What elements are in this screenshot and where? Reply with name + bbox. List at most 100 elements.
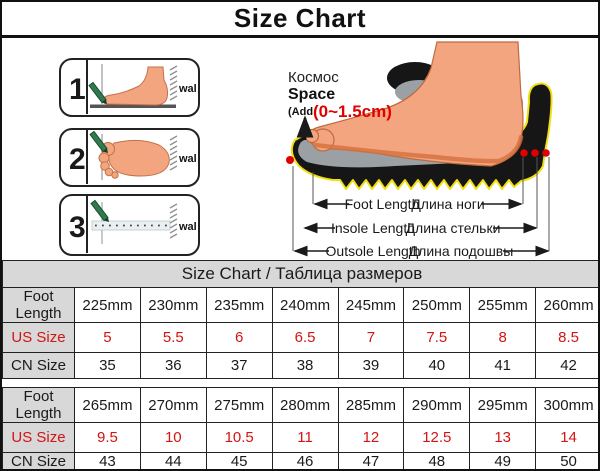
size-cell: 235mm: [205, 287, 273, 323]
size-cell: 6.5: [271, 322, 339, 353]
insole-length-label-ru: Длина стельки: [406, 220, 501, 236]
size-cell: 5.5: [139, 322, 207, 353]
size-cell: 285mm: [337, 387, 405, 423]
size-cell: 41: [469, 352, 537, 379]
size-cell: 10.5: [205, 422, 273, 453]
size-cell: 8: [469, 322, 537, 353]
wall-hatch: [169, 65, 178, 101]
outsole-length-label-ru: Длина подошвы: [409, 243, 514, 259]
space-value: (0~1.5cm): [313, 102, 392, 121]
size-cell: 14: [535, 422, 598, 453]
wall-label: wall: [178, 83, 197, 95]
size-cell: 11: [271, 422, 339, 453]
size-cell: 295mm: [469, 387, 537, 423]
size-cell: 12.5: [403, 422, 471, 453]
size-cell: 8.5: [535, 322, 598, 353]
row-cn-size-block2: CN Size 43 44 45 46 47 48 49 50: [2, 452, 598, 469]
reference-dots: [286, 149, 550, 164]
size-cell: 39: [337, 352, 405, 379]
size-cell: 50: [535, 452, 598, 469]
step-number: 2: [69, 143, 86, 176]
size-cell: 36: [139, 352, 207, 379]
row-label-cn-size: CN Size: [2, 352, 75, 379]
size-cell: 40: [403, 352, 471, 379]
marker-tip: [102, 99, 107, 104]
guide-lines: [292, 157, 550, 251]
foot-length-label-en: Foot Length: [345, 196, 420, 212]
row-label-us-size: US Size: [2, 322, 75, 353]
size-cell: 280mm: [271, 387, 339, 423]
size-cell: 10: [139, 422, 207, 453]
table-block-separator: [2, 378, 598, 388]
size-cell: 49: [469, 452, 537, 469]
space-label-ru: Космос: [288, 69, 339, 86]
table-header: Size Chart / Таблица размеров: [2, 260, 598, 288]
marker-tip: [104, 217, 109, 222]
space-add-prefix: (Add: [288, 106, 313, 118]
size-cell: 275mm: [205, 387, 273, 423]
marker-tip: [103, 148, 108, 153]
size-cell: 43: [74, 452, 141, 469]
table-header-row: Size Chart / Таблица размеров: [2, 260, 598, 288]
size-cell: 44: [139, 452, 207, 469]
marker-pen-icon: [90, 199, 109, 222]
size-cell: 47: [337, 452, 405, 469]
row-label-foot-length: Foot Length: [2, 287, 75, 323]
size-cell: 260mm: [535, 287, 598, 323]
wall-label: wall: [178, 153, 197, 165]
size-cell: 13: [469, 422, 537, 453]
measure-step-1: 1 wall: [59, 58, 200, 117]
size-cell: 45: [205, 452, 273, 469]
wall-hatch: [169, 135, 178, 171]
size-cell: 9.5: [74, 422, 141, 453]
size-cell: 46: [271, 452, 339, 469]
page-title: Size Chart: [233, 3, 367, 33]
row-us-size-block1: US Size 5 5.5 6 6.5 7 7.5 8 8.5: [2, 322, 598, 353]
row-label-cn-size: CN Size: [2, 452, 75, 469]
marker-pen-icon: [88, 81, 107, 104]
wall-label: wall: [178, 221, 197, 233]
size-cell: 240mm: [271, 287, 339, 323]
size-cell: 7: [337, 322, 405, 353]
measurement-instructions: 1 wall 2: [2, 38, 598, 260]
step2-illustration: 2 wall: [69, 130, 197, 184]
size-table: Size Chart / Таблица размеров Foot Lengt…: [2, 260, 598, 469]
size-cell: 12: [337, 422, 405, 453]
step3-illustration: 3 wall: [69, 196, 197, 253]
floor-bar: [90, 104, 176, 108]
size-cell: 35: [74, 352, 141, 379]
size-cell: 37: [205, 352, 273, 379]
size-cell: 290mm: [403, 387, 471, 423]
size-cell: 48: [403, 452, 471, 469]
size-cell: 225mm: [74, 287, 141, 323]
size-cell: 265mm: [74, 387, 141, 423]
size-cell: 38: [271, 352, 339, 379]
size-cell: 5: [74, 322, 141, 353]
row-foot-length-block1: Foot Length 225mm 230mm 235mm 240mm 245m…: [2, 287, 598, 323]
row-label-foot-length: Foot Length: [2, 387, 75, 423]
insole-length-label-en: Insole Length: [331, 220, 415, 236]
row-cn-size-block1: CN Size 35 36 37 38 39 40 41 42: [2, 352, 598, 379]
size-cell: 42: [535, 352, 598, 379]
foot-side-view: [102, 66, 169, 106]
outsole-length-label-en: Outsole Length: [326, 243, 421, 259]
foot-top-view: [98, 139, 170, 179]
step-number: 1: [69, 73, 86, 106]
size-cell: 230mm: [139, 287, 207, 323]
size-cell: 300mm: [535, 387, 598, 423]
row-foot-length-block2: Foot Length 265mm 270mm 275mm 280mm 285m…: [2, 387, 598, 423]
size-cell: 245mm: [337, 287, 405, 323]
row-us-size-block2: US Size 9.5 10 10.5 11 12 12.5 13 14: [2, 422, 598, 453]
foot-length-label-ru: Длина ноги: [411, 196, 484, 212]
size-cell: 250mm: [403, 287, 471, 323]
marker-pen-icon: [89, 130, 108, 153]
size-cell: 255mm: [469, 287, 537, 323]
space-label-en: Space: [288, 86, 335, 103]
foot-shape: [304, 41, 524, 167]
size-cell: 7.5: [403, 322, 471, 353]
size-cell: 270mm: [139, 387, 207, 423]
step1-illustration: 1 wall: [69, 60, 197, 114]
measure-arrows: [293, 198, 550, 257]
wall-hatch: [169, 203, 178, 239]
